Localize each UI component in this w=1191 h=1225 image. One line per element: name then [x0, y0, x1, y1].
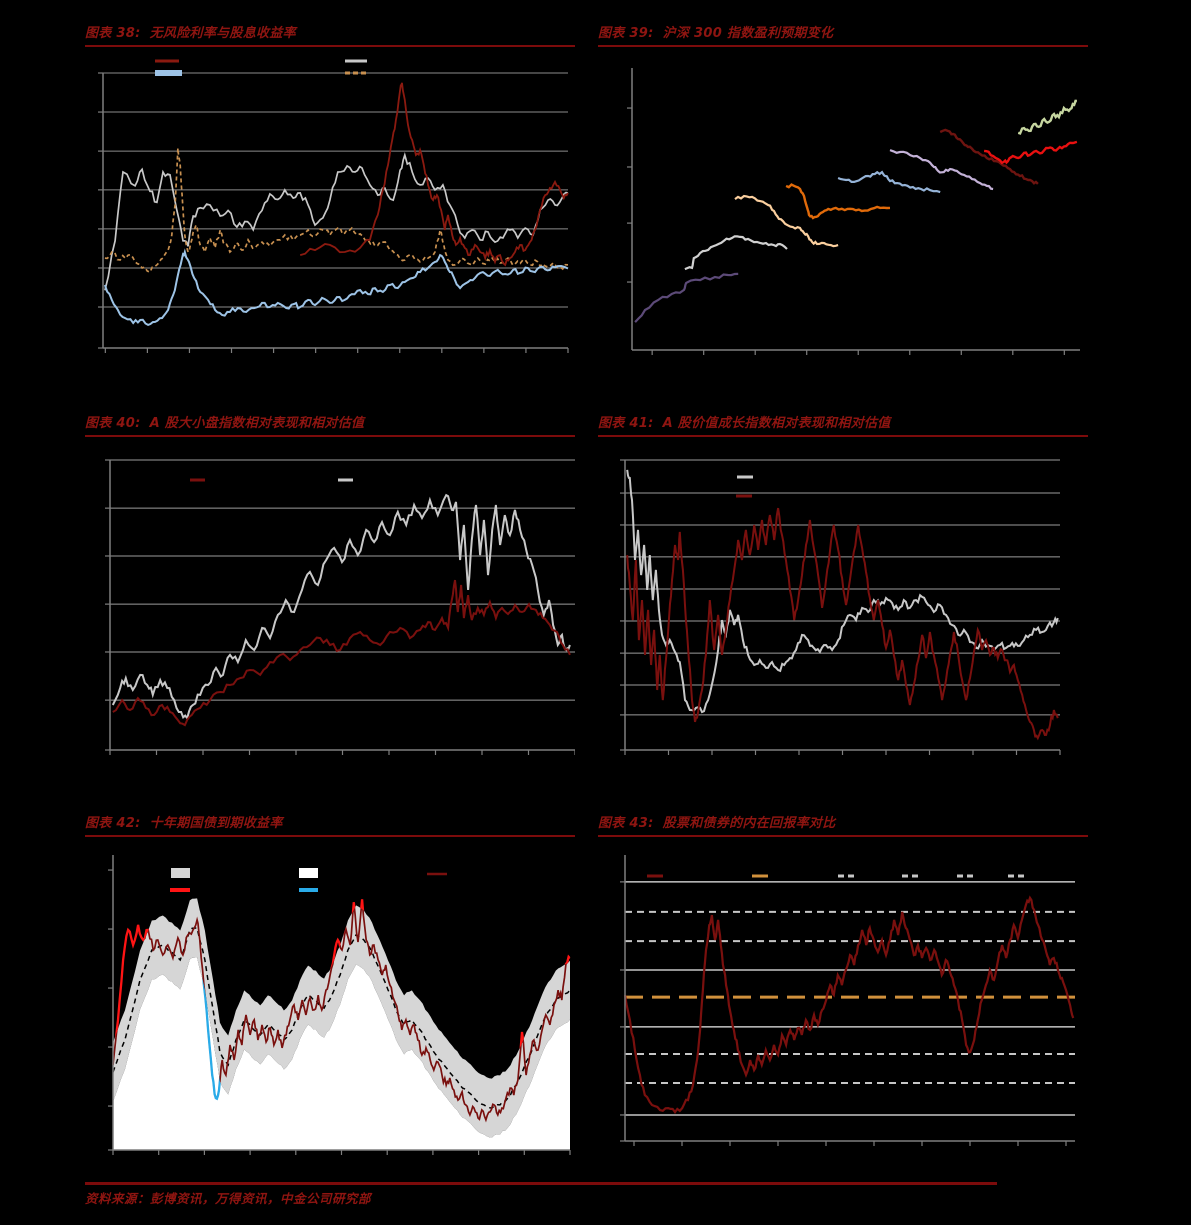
maroon-line: [112, 579, 571, 727]
legend-swatch-0: [171, 868, 190, 878]
below-band-area: [113, 957, 570, 1150]
lightblue-line: [103, 248, 569, 326]
chart-41-canvas: [620, 459, 1061, 755]
figure-43-title-rule: [598, 835, 1088, 837]
figure-41-label: 图表 41:: [598, 416, 654, 431]
darkmaroon-segment: [939, 128, 1039, 185]
figure-43: 图表 43: 股票和债券的内在回报率对比: [598, 815, 1088, 1155]
figure-42: 图表 42: 十年期国债到期收益率: [85, 815, 575, 1165]
figure-40-name: A 股大小盘指数相对表现和相对估值: [149, 416, 365, 431]
page-footer: 资料来源：彭博资讯，万得资讯，中金公司研究部: [85, 1182, 997, 1207]
chart-42-canvas: [108, 855, 571, 1155]
tan-dashed-line: [104, 148, 569, 274]
figure-42-title: 图表 42: 十年期国债到期收益率: [85, 815, 575, 832]
figure-38-name: 无风险利率与股息收益率: [149, 26, 296, 41]
figure-39-label: 图表 39:: [598, 26, 654, 41]
figure-38-title: 图表 38: 无风险利率与股息收益率: [85, 25, 575, 42]
figure-40-label: 图表 40:: [85, 416, 141, 431]
purple-segment: [634, 272, 739, 323]
maroon-line: [299, 82, 569, 267]
maroon-line: [626, 507, 1059, 741]
figure-40-title-rule: [85, 435, 575, 437]
figure-42-label: 图表 42:: [85, 816, 141, 831]
source-note: 资料来源：彭博资讯，万得资讯，中金公司研究部: [85, 1191, 372, 1206]
figure-39-name: 沪深 300 指数盈利预期变化: [662, 26, 834, 41]
figure-40: 图表 40: A 股大小盘指数相对表现和相对估值: [85, 415, 575, 765]
mean-dashed-line: [112, 927, 571, 1109]
green-segment: [1017, 99, 1077, 135]
figure-41-title-rule: [598, 435, 1088, 437]
legend-swatch-1: [299, 868, 318, 878]
figure-41-title: 图表 41: A 股价值成长指数相对表现和相对估值: [598, 415, 1088, 432]
figure-43-label: 图表 43:: [598, 816, 654, 831]
silver-line: [104, 152, 569, 291]
chart-39-canvas: [627, 68, 1080, 355]
figure-38-label: 图表 38:: [85, 26, 141, 41]
silver-line: [111, 493, 571, 721]
figure-39: 图表 39: 沪深 300 指数盈利预期变化: [598, 25, 1088, 365]
silver-line: [626, 469, 1059, 714]
chart-38-canvas: [98, 59, 569, 353]
peach-segment: [734, 194, 839, 248]
figure-38-title-rule: [85, 45, 575, 47]
maroon-line: [623, 895, 1075, 1114]
figure-39-title: 图表 39: 沪深 300 指数盈利预期变化: [598, 25, 1088, 42]
actual-yield: [112, 899, 571, 1123]
orange-segment: [785, 183, 891, 220]
lightblue-segment: [837, 170, 941, 194]
figure-43-name: 股票和债券的内在回报率对比: [662, 816, 836, 831]
figure-43-title: 图表 43: 股票和债券的内在回报率对比: [598, 815, 1088, 832]
figure-38: 图表 38: 无风险利率与股息收益率: [85, 25, 575, 365]
band-area: [113, 898, 570, 1138]
figure-41-name: A 股价值成长指数相对表现和相对估值: [662, 416, 891, 431]
figure-39-title-rule: [598, 45, 1088, 47]
silver-segment: [684, 235, 788, 271]
figure-42-title-rule: [85, 835, 575, 837]
chart-43-canvas: [620, 855, 1075, 1146]
figure-41: 图表 41: A 股价值成长指数相对表现和相对估值: [598, 415, 1088, 765]
chart-40-canvas: [105, 459, 575, 755]
lavender-segment: [889, 149, 994, 191]
figure-40-title: 图表 40: A 股大小盘指数相对表现和相对估值: [85, 415, 575, 432]
red-segment: [983, 140, 1078, 165]
footer-rule: [85, 1182, 997, 1185]
figure-42-name: 十年期国债到期收益率: [149, 816, 283, 831]
